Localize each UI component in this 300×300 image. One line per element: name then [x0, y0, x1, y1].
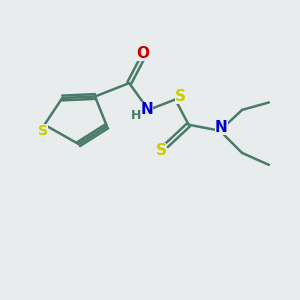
Text: N: N — [141, 102, 153, 117]
Text: O: O — [137, 46, 150, 62]
Text: N: N — [215, 120, 228, 135]
Text: H: H — [131, 109, 141, 122]
Text: S: S — [38, 124, 48, 138]
Text: S: S — [155, 143, 167, 158]
Text: S: S — [175, 89, 186, 104]
